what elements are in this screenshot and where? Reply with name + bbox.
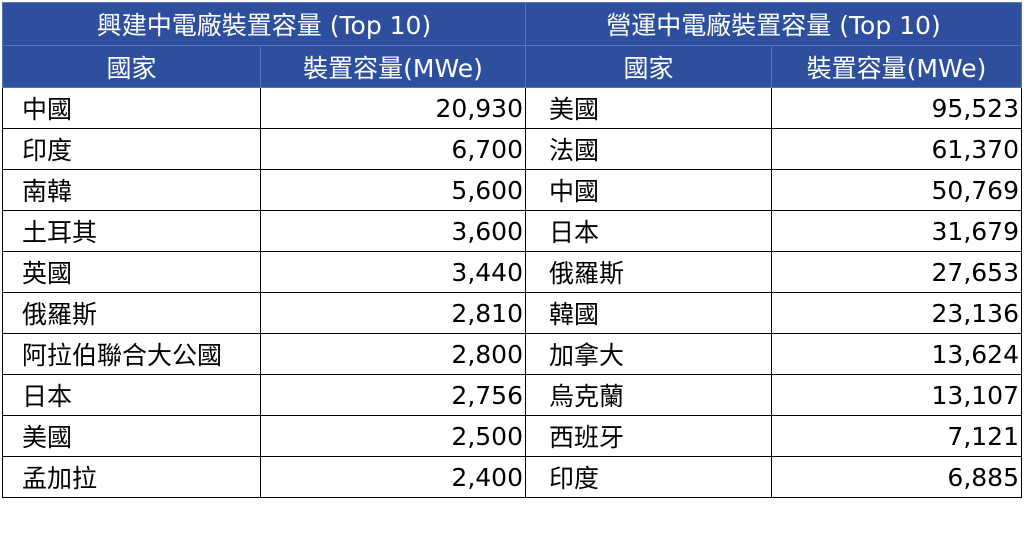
operating-country: 烏克蘭	[525, 374, 772, 416]
operating-capacity-header: 裝置容量(MWe)	[771, 45, 1022, 88]
table-row: 印度 6,700 法國 61,370	[2, 128, 1022, 170]
operating-country: 韓國	[525, 292, 772, 334]
operating-capacity: 50,769	[771, 169, 1022, 211]
operating-country: 西班牙	[525, 415, 772, 457]
operating-title: 營運中電廠裝置容量 (Top 10)	[525, 2, 1022, 46]
construction-country: 俄羅斯	[2, 292, 261, 334]
operating-country: 加拿大	[525, 333, 772, 375]
construction-country: 阿拉伯聯合大公國	[2, 333, 261, 375]
operating-capacity: 13,624	[771, 333, 1022, 375]
construction-capacity: 5,600	[260, 169, 526, 211]
operating-capacity: 7,121	[771, 415, 1022, 457]
operating-capacity: 6,885	[771, 456, 1022, 498]
construction-capacity-header: 裝置容量(MWe)	[260, 45, 526, 88]
operating-country: 法國	[525, 128, 772, 170]
operating-country-header: 國家	[525, 45, 772, 88]
operating-capacity: 31,679	[771, 210, 1022, 252]
construction-title: 興建中電廠裝置容量 (Top 10)	[2, 2, 526, 46]
construction-capacity: 20,930	[260, 87, 526, 129]
operating-capacity: 27,653	[771, 251, 1022, 293]
table-title-row: 興建中電廠裝置容量 (Top 10) 營運中電廠裝置容量 (Top 10)	[2, 2, 1022, 46]
construction-country: 日本	[2, 374, 261, 416]
table-row: 土耳其 3,600 日本 31,679	[2, 210, 1022, 252]
table-row: 阿拉伯聯合大公國 2,800 加拿大 13,624	[2, 333, 1022, 375]
table-row: 日本 2,756 烏克蘭 13,107	[2, 374, 1022, 416]
operating-country: 美國	[525, 87, 772, 129]
operating-country: 中國	[525, 169, 772, 211]
construction-capacity: 3,440	[260, 251, 526, 293]
table-row: 美國 2,500 西班牙 7,121	[2, 415, 1022, 457]
capacity-table: 興建中電廠裝置容量 (Top 10) 營運中電廠裝置容量 (Top 10) 國家…	[2, 2, 1022, 498]
operating-capacity: 61,370	[771, 128, 1022, 170]
operating-country: 印度	[525, 456, 772, 498]
table-row: 孟加拉 2,400 印度 6,885	[2, 456, 1022, 498]
construction-country: 美國	[2, 415, 261, 457]
table-row: 中國 20,930 美國 95,523	[2, 87, 1022, 129]
operating-capacity: 23,136	[771, 292, 1022, 334]
operating-country: 俄羅斯	[525, 251, 772, 293]
operating-country: 日本	[525, 210, 772, 252]
construction-country: 中國	[2, 87, 261, 129]
table-row: 南韓 5,600 中國 50,769	[2, 169, 1022, 211]
construction-capacity: 2,400	[260, 456, 526, 498]
construction-country: 土耳其	[2, 210, 261, 252]
construction-capacity: 6,700	[260, 128, 526, 170]
construction-capacity: 2,500	[260, 415, 526, 457]
operating-capacity: 13,107	[771, 374, 1022, 416]
construction-capacity: 2,800	[260, 333, 526, 375]
construction-capacity: 3,600	[260, 210, 526, 252]
construction-capacity: 2,756	[260, 374, 526, 416]
table-row: 俄羅斯 2,810 韓國 23,136	[2, 292, 1022, 334]
construction-country: 孟加拉	[2, 456, 261, 498]
table-row: 英國 3,440 俄羅斯 27,653	[2, 251, 1022, 293]
construction-country: 英國	[2, 251, 261, 293]
construction-capacity: 2,810	[260, 292, 526, 334]
operating-capacity: 95,523	[771, 87, 1022, 129]
construction-country-header: 國家	[2, 45, 261, 88]
construction-country: 印度	[2, 128, 261, 170]
column-header-row: 國家 裝置容量(MWe) 國家 裝置容量(MWe)	[2, 45, 1022, 88]
construction-country: 南韓	[2, 169, 261, 211]
